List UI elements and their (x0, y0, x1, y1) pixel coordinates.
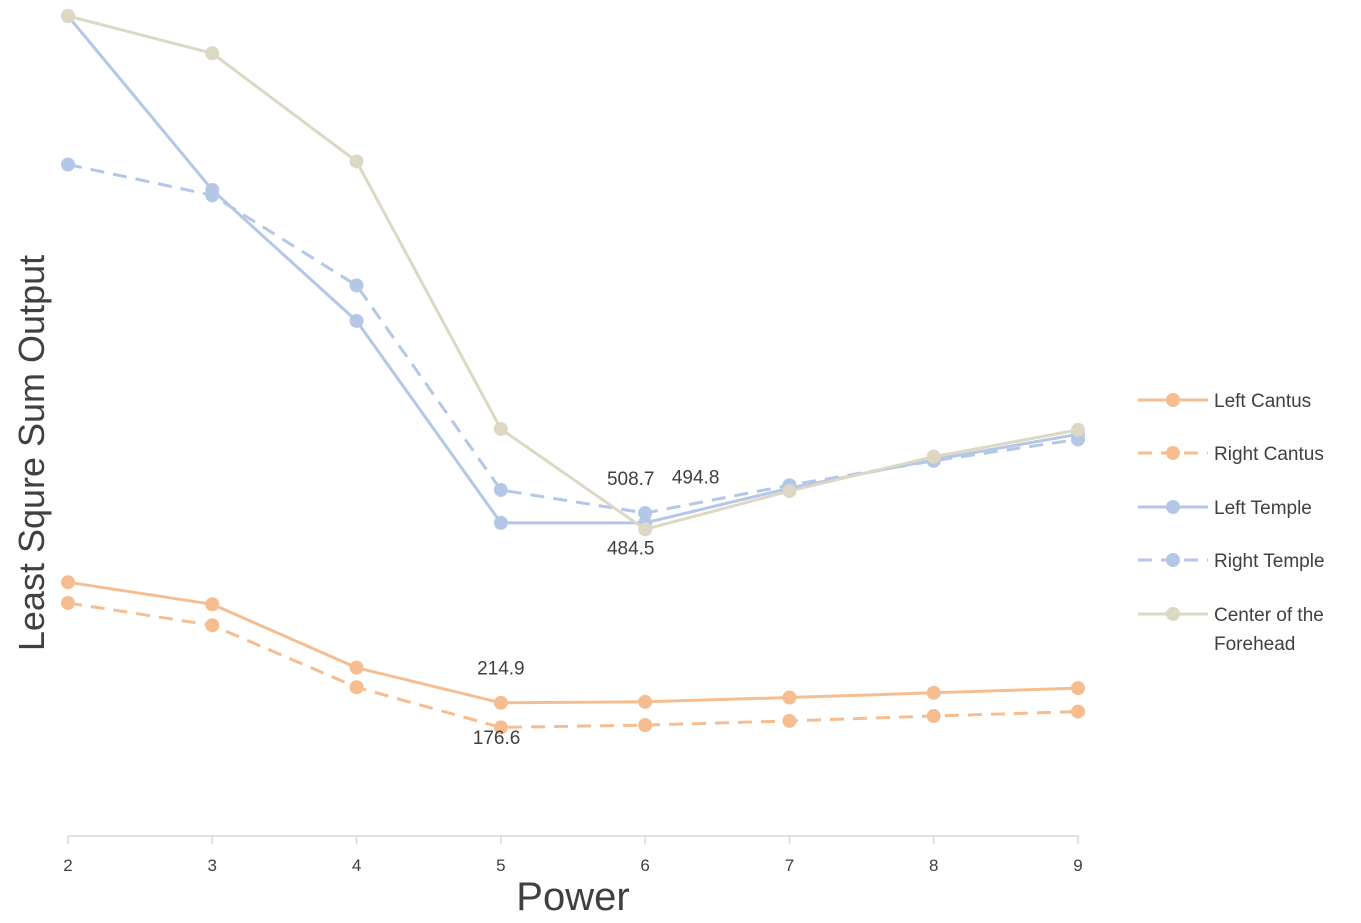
legend-label: Right Temple (1214, 551, 1325, 572)
x-tick-label: 8 (929, 856, 938, 875)
data-point-right-cantus-7 (782, 713, 797, 728)
data-label: 176.6 (473, 728, 521, 749)
data-point-right-cantus-8 (926, 709, 941, 724)
x-tick-label: 3 (208, 856, 217, 875)
legend-swatch-marker (1166, 393, 1180, 407)
data-point-right-temple-5 (493, 482, 508, 497)
data-point-right-cantus-3 (205, 618, 220, 633)
data-labels: 508.7 494.8 484.5 214.9 176.6 (473, 467, 720, 749)
data-label: 508.7 (607, 469, 655, 490)
series-right-temple (61, 157, 1085, 521)
data-point-right-temple-2 (61, 157, 75, 172)
series-layer (61, 9, 1085, 735)
x-tick-label: 7 (785, 856, 794, 875)
data-point-left-cantus-2 (61, 575, 75, 590)
data-point-left-cantus-6 (638, 694, 653, 709)
x-tick-label: 6 (640, 856, 649, 875)
legend-label: Center of the Forehead (1214, 605, 1324, 655)
legend-swatch-marker (1166, 500, 1180, 514)
legend-swatch-marker (1166, 446, 1180, 460)
data-point-right-cantus-5 (493, 720, 508, 735)
data-point-left-cantus-4 (349, 660, 364, 675)
data-point-left-temple-4 (349, 313, 364, 328)
data-point-right-temple-6 (638, 506, 653, 521)
data-point-right-temple-4 (349, 278, 364, 293)
legend-item-left-temple: Left Temple (1138, 498, 1312, 519)
x-tick-label: 4 (352, 856, 361, 875)
data-point-right-cantus-6 (638, 718, 653, 733)
series-line-right-temple (67, 163, 1079, 515)
legend-label: Right Cantus (1214, 444, 1324, 465)
data-point-right-cantus-4 (349, 680, 364, 695)
data-label: 494.8 (672, 467, 720, 488)
data-point-center-of-the-forehead-7 (782, 484, 797, 499)
data-point-center-of-the-forehead-6 (638, 522, 653, 537)
legend-item-right-cantus: Right Cantus (1138, 444, 1324, 465)
data-point-center-of-the-forehead-2 (61, 9, 75, 23)
series-center-of-the-forehead (61, 9, 1085, 537)
series-line-left-temple (66, 15, 1079, 525)
data-point-center-of-the-forehead-9 (1071, 422, 1085, 437)
data-point-center-of-the-forehead-4 (349, 154, 364, 169)
series-left-cantus (61, 575, 1085, 710)
legend-swatch-marker (1166, 607, 1180, 621)
data-point-right-temple-3 (205, 188, 220, 203)
x-axis-ticks: 2 3 4 5 6 7 8 9 (63, 836, 1083, 875)
y-axis-title: Least Squre Sum Output (11, 255, 52, 651)
legend-item-right-temple: Right Temple (1138, 551, 1325, 572)
data-point-left-cantus-7 (782, 690, 797, 705)
data-point-right-cantus-9 (1071, 704, 1085, 719)
data-point-left-cantus-8 (926, 685, 941, 700)
series-line-right-cantus (67, 601, 1079, 729)
data-point-left-cantus-9 (1071, 681, 1085, 696)
data-point-center-of-the-forehead-5 (493, 421, 508, 436)
data-point-left-cantus-5 (493, 695, 508, 710)
data-point-center-of-the-forehead-3 (205, 46, 220, 61)
data-label: 214.9 (477, 658, 525, 679)
legend-item-center-of-the-forehead: Center of the Forehead (1138, 605, 1324, 655)
series-line-left-cantus (67, 580, 1079, 705)
legend-label: Left Temple (1214, 498, 1312, 519)
data-point-right-cantus-2 (61, 595, 75, 610)
x-axis-title: Power (516, 875, 629, 918)
series-right-cantus (61, 595, 1085, 735)
legend-item-left-cantus: Left Cantus (1138, 391, 1311, 412)
x-tick-label: 9 (1073, 856, 1082, 875)
data-point-left-temple-5 (493, 515, 508, 530)
data-point-left-cantus-3 (205, 597, 220, 612)
legend: Left Cantus Right Cantus Left Temple Right … (1138, 391, 1325, 655)
series-line-center-of-the-forehead (67, 14, 1079, 531)
x-tick-label: 2 (63, 856, 72, 875)
legend-swatch-marker (1166, 553, 1180, 567)
data-point-center-of-the-forehead-8 (926, 449, 941, 464)
x-tick-label: 5 (496, 856, 505, 875)
data-label: 484.5 (607, 539, 655, 560)
legend-label: Left Cantus (1214, 391, 1311, 412)
